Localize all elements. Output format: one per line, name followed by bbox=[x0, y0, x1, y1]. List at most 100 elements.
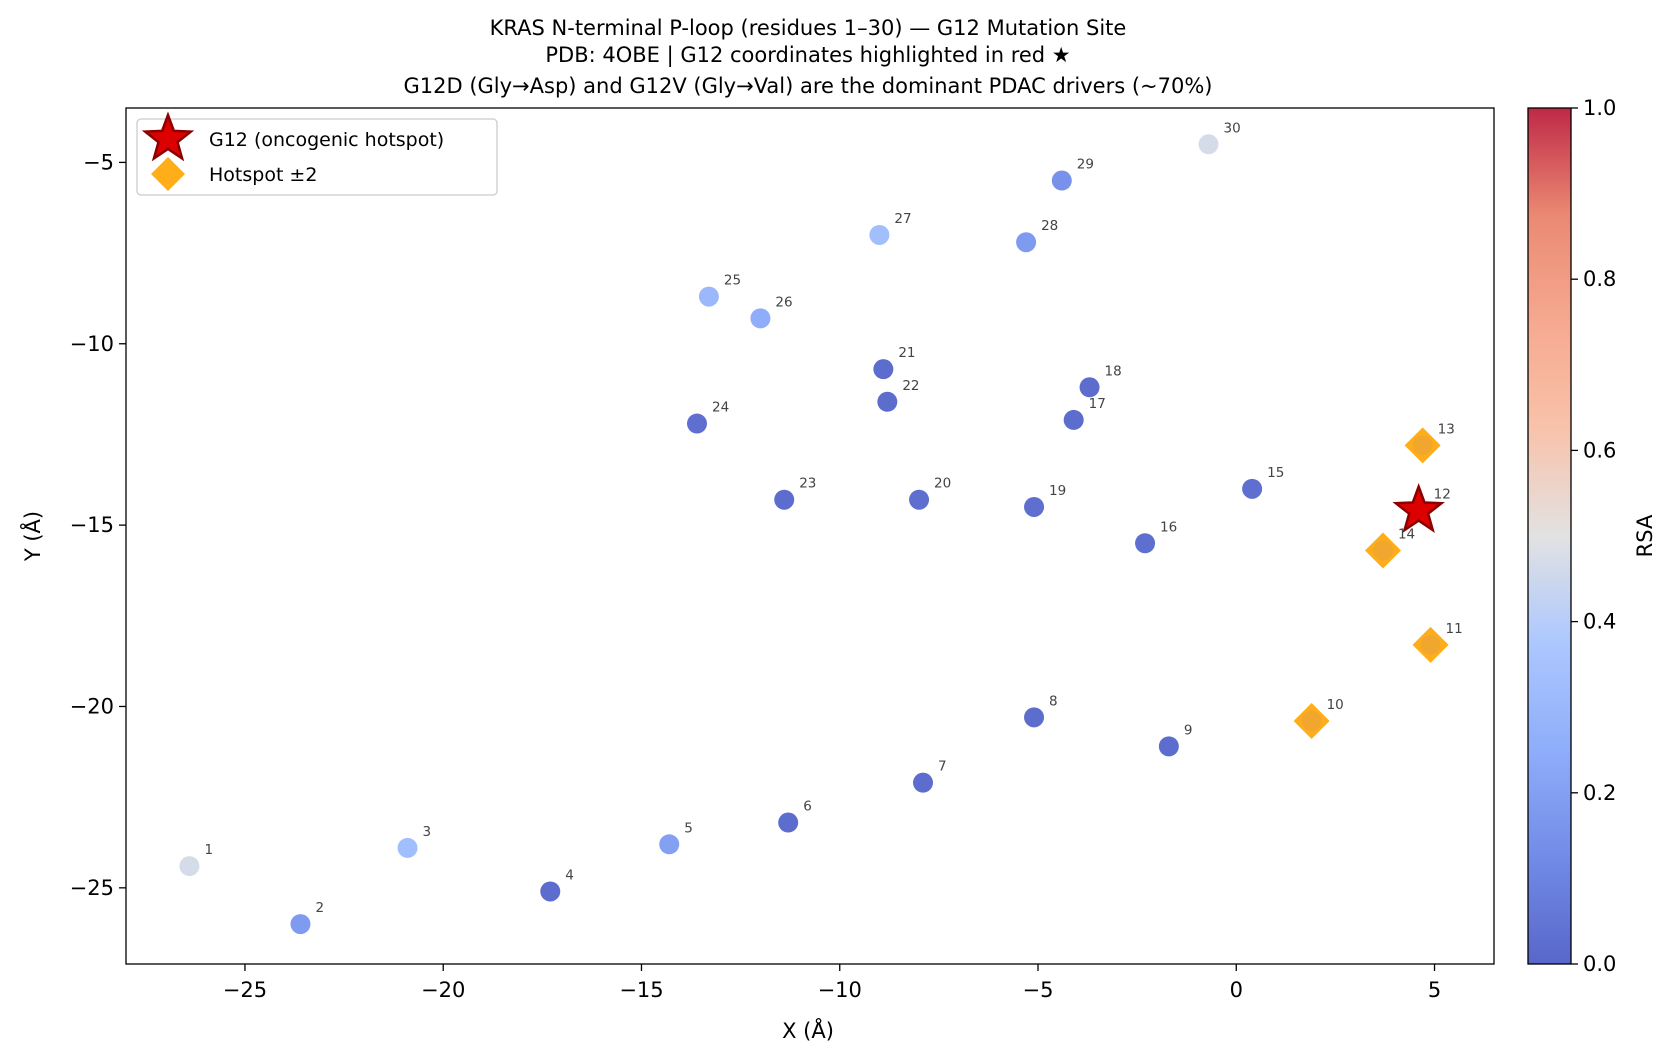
residue-point bbox=[750, 308, 771, 329]
data-points: 1234567891011121314151617181920212223242… bbox=[179, 120, 1463, 935]
colorbar-gradient bbox=[1527, 107, 1572, 965]
residue-label: 17 bbox=[1089, 396, 1106, 412]
residue-label: 4 bbox=[565, 867, 574, 883]
residue-point bbox=[1024, 496, 1045, 517]
residue-label: 19 bbox=[1049, 483, 1066, 499]
colorbar-label: RSA bbox=[1633, 514, 1657, 557]
residue-point bbox=[1024, 707, 1045, 728]
residue-point bbox=[877, 391, 898, 412]
hotspot-underlying-point bbox=[1372, 540, 1393, 561]
hotspot-underlying-point bbox=[1420, 634, 1441, 655]
residue-label: 6 bbox=[803, 799, 812, 815]
residue-point bbox=[1198, 134, 1219, 155]
residue-label: 22 bbox=[902, 378, 919, 394]
y-tick-label: −20 bbox=[70, 694, 114, 718]
residue-point bbox=[1079, 377, 1100, 398]
residue-label: 3 bbox=[423, 824, 432, 840]
residue-label: 24 bbox=[712, 400, 729, 416]
residue-point bbox=[686, 413, 707, 434]
residue-label: 8 bbox=[1049, 693, 1058, 709]
x-tick-label: −25 bbox=[223, 978, 267, 1002]
x-tick-label: 0 bbox=[1230, 978, 1243, 1002]
legend: G12 (oncogenic hotspot) Hotspot ±2 bbox=[136, 111, 498, 196]
residue-label: 13 bbox=[1438, 421, 1455, 437]
hotspot-underlying-point bbox=[1412, 435, 1433, 456]
x-tick-label: 5 bbox=[1428, 978, 1441, 1002]
residue-label: 21 bbox=[898, 345, 915, 361]
x-tick-label: −15 bbox=[619, 978, 663, 1002]
residue-point bbox=[913, 772, 934, 793]
colorbar-tick-label: 0.6 bbox=[1583, 438, 1616, 462]
title-line-1: KRAS N-terminal P-loop (residues 1–30) —… bbox=[490, 16, 1127, 40]
residue-point bbox=[869, 224, 890, 245]
residue-point bbox=[540, 881, 561, 902]
residue-label: 7 bbox=[938, 759, 947, 775]
residue-label: 15 bbox=[1267, 465, 1284, 481]
legend-star-marker bbox=[141, 111, 195, 162]
y-axis-ticks: −5 −10 −15 −20 −25 bbox=[70, 150, 126, 900]
residue-label: 5 bbox=[684, 820, 693, 836]
x-tick-label: −10 bbox=[818, 978, 862, 1002]
y-tick-label: −5 bbox=[83, 150, 114, 174]
residue-point bbox=[397, 837, 418, 858]
residue-label: 23 bbox=[799, 476, 816, 492]
colorbar-tick-label: 0.4 bbox=[1583, 610, 1616, 634]
residue-point bbox=[909, 489, 930, 510]
y-tick-label: −10 bbox=[70, 332, 114, 356]
plot-area bbox=[125, 107, 1495, 965]
title-line-2: PDB: 4OBE | G12 coordinates highlighted … bbox=[545, 43, 1070, 68]
residue-label: 2 bbox=[315, 900, 324, 916]
residue-point bbox=[698, 286, 719, 307]
x-tick-label: −20 bbox=[421, 978, 465, 1002]
residue-label: 20 bbox=[934, 476, 951, 492]
g12-star-marker bbox=[1392, 483, 1445, 533]
colorbar-tick-label: 1.0 bbox=[1583, 96, 1616, 120]
residue-label: 16 bbox=[1160, 519, 1177, 535]
residue-label: 12 bbox=[1434, 487, 1451, 503]
residue-point bbox=[659, 834, 680, 855]
residue-point bbox=[774, 489, 795, 510]
residue-label: 26 bbox=[775, 294, 792, 310]
residue-point bbox=[1135, 533, 1156, 554]
colorbar-ticks: 0.0 0.2 0.4 0.6 0.8 1.0 bbox=[1571, 96, 1616, 976]
residue-point bbox=[1158, 736, 1179, 757]
legend-diamond-marker bbox=[151, 157, 185, 191]
residue-point bbox=[1242, 478, 1263, 499]
residue-point bbox=[1051, 170, 1072, 191]
colorbar-tick-label: 0.8 bbox=[1583, 267, 1616, 291]
y-tick-label: −15 bbox=[70, 513, 114, 537]
colorbar-tick-label: 0.2 bbox=[1583, 781, 1616, 805]
residue-point bbox=[179, 856, 200, 877]
chart-title: KRAS N-terminal P-loop (residues 1–30) —… bbox=[403, 16, 1212, 98]
residue-label: 9 bbox=[1184, 722, 1193, 738]
residue-label: 14 bbox=[1398, 527, 1415, 543]
residue-label: 29 bbox=[1077, 157, 1094, 173]
residue-label: 25 bbox=[724, 273, 741, 289]
legend-box bbox=[136, 118, 498, 196]
x-tick-label: −5 bbox=[1023, 978, 1054, 1002]
residue-label: 30 bbox=[1224, 120, 1241, 136]
title-line-3: G12D (Gly→Asp) and G12V (Gly→Val) are th… bbox=[403, 74, 1212, 98]
residue-point bbox=[873, 359, 894, 380]
colorbar: 0.0 0.2 0.4 0.6 0.8 1.0 RSA bbox=[1527, 96, 1657, 976]
residue-label: 11 bbox=[1446, 621, 1463, 637]
x-axis-ticks: −25 −20 −15 −10 −5 0 5 bbox=[223, 964, 1441, 1002]
residue-point bbox=[1016, 232, 1037, 253]
legend-label: Hotspot ±2 bbox=[209, 164, 317, 186]
residue-point bbox=[778, 812, 799, 833]
residue-point bbox=[290, 914, 311, 935]
residue-label: 1 bbox=[204, 842, 213, 858]
colorbar-tick-label: 0.0 bbox=[1583, 952, 1616, 976]
hotspot-underlying-point bbox=[1301, 710, 1322, 731]
y-tick-label: −25 bbox=[70, 876, 114, 900]
residue-label: 10 bbox=[1327, 697, 1344, 713]
x-axis-label: X (Å) bbox=[782, 1017, 834, 1043]
residue-label: 27 bbox=[894, 211, 911, 227]
residue-label: 18 bbox=[1105, 363, 1122, 379]
legend-label: G12 (oncogenic hotspot) bbox=[209, 129, 444, 151]
legend-entries: G12 (oncogenic hotspot) Hotspot ±2 bbox=[141, 111, 444, 191]
residue-point bbox=[1063, 409, 1084, 430]
y-axis-label: Y (Å) bbox=[19, 511, 45, 562]
residue-label: 28 bbox=[1041, 218, 1058, 234]
